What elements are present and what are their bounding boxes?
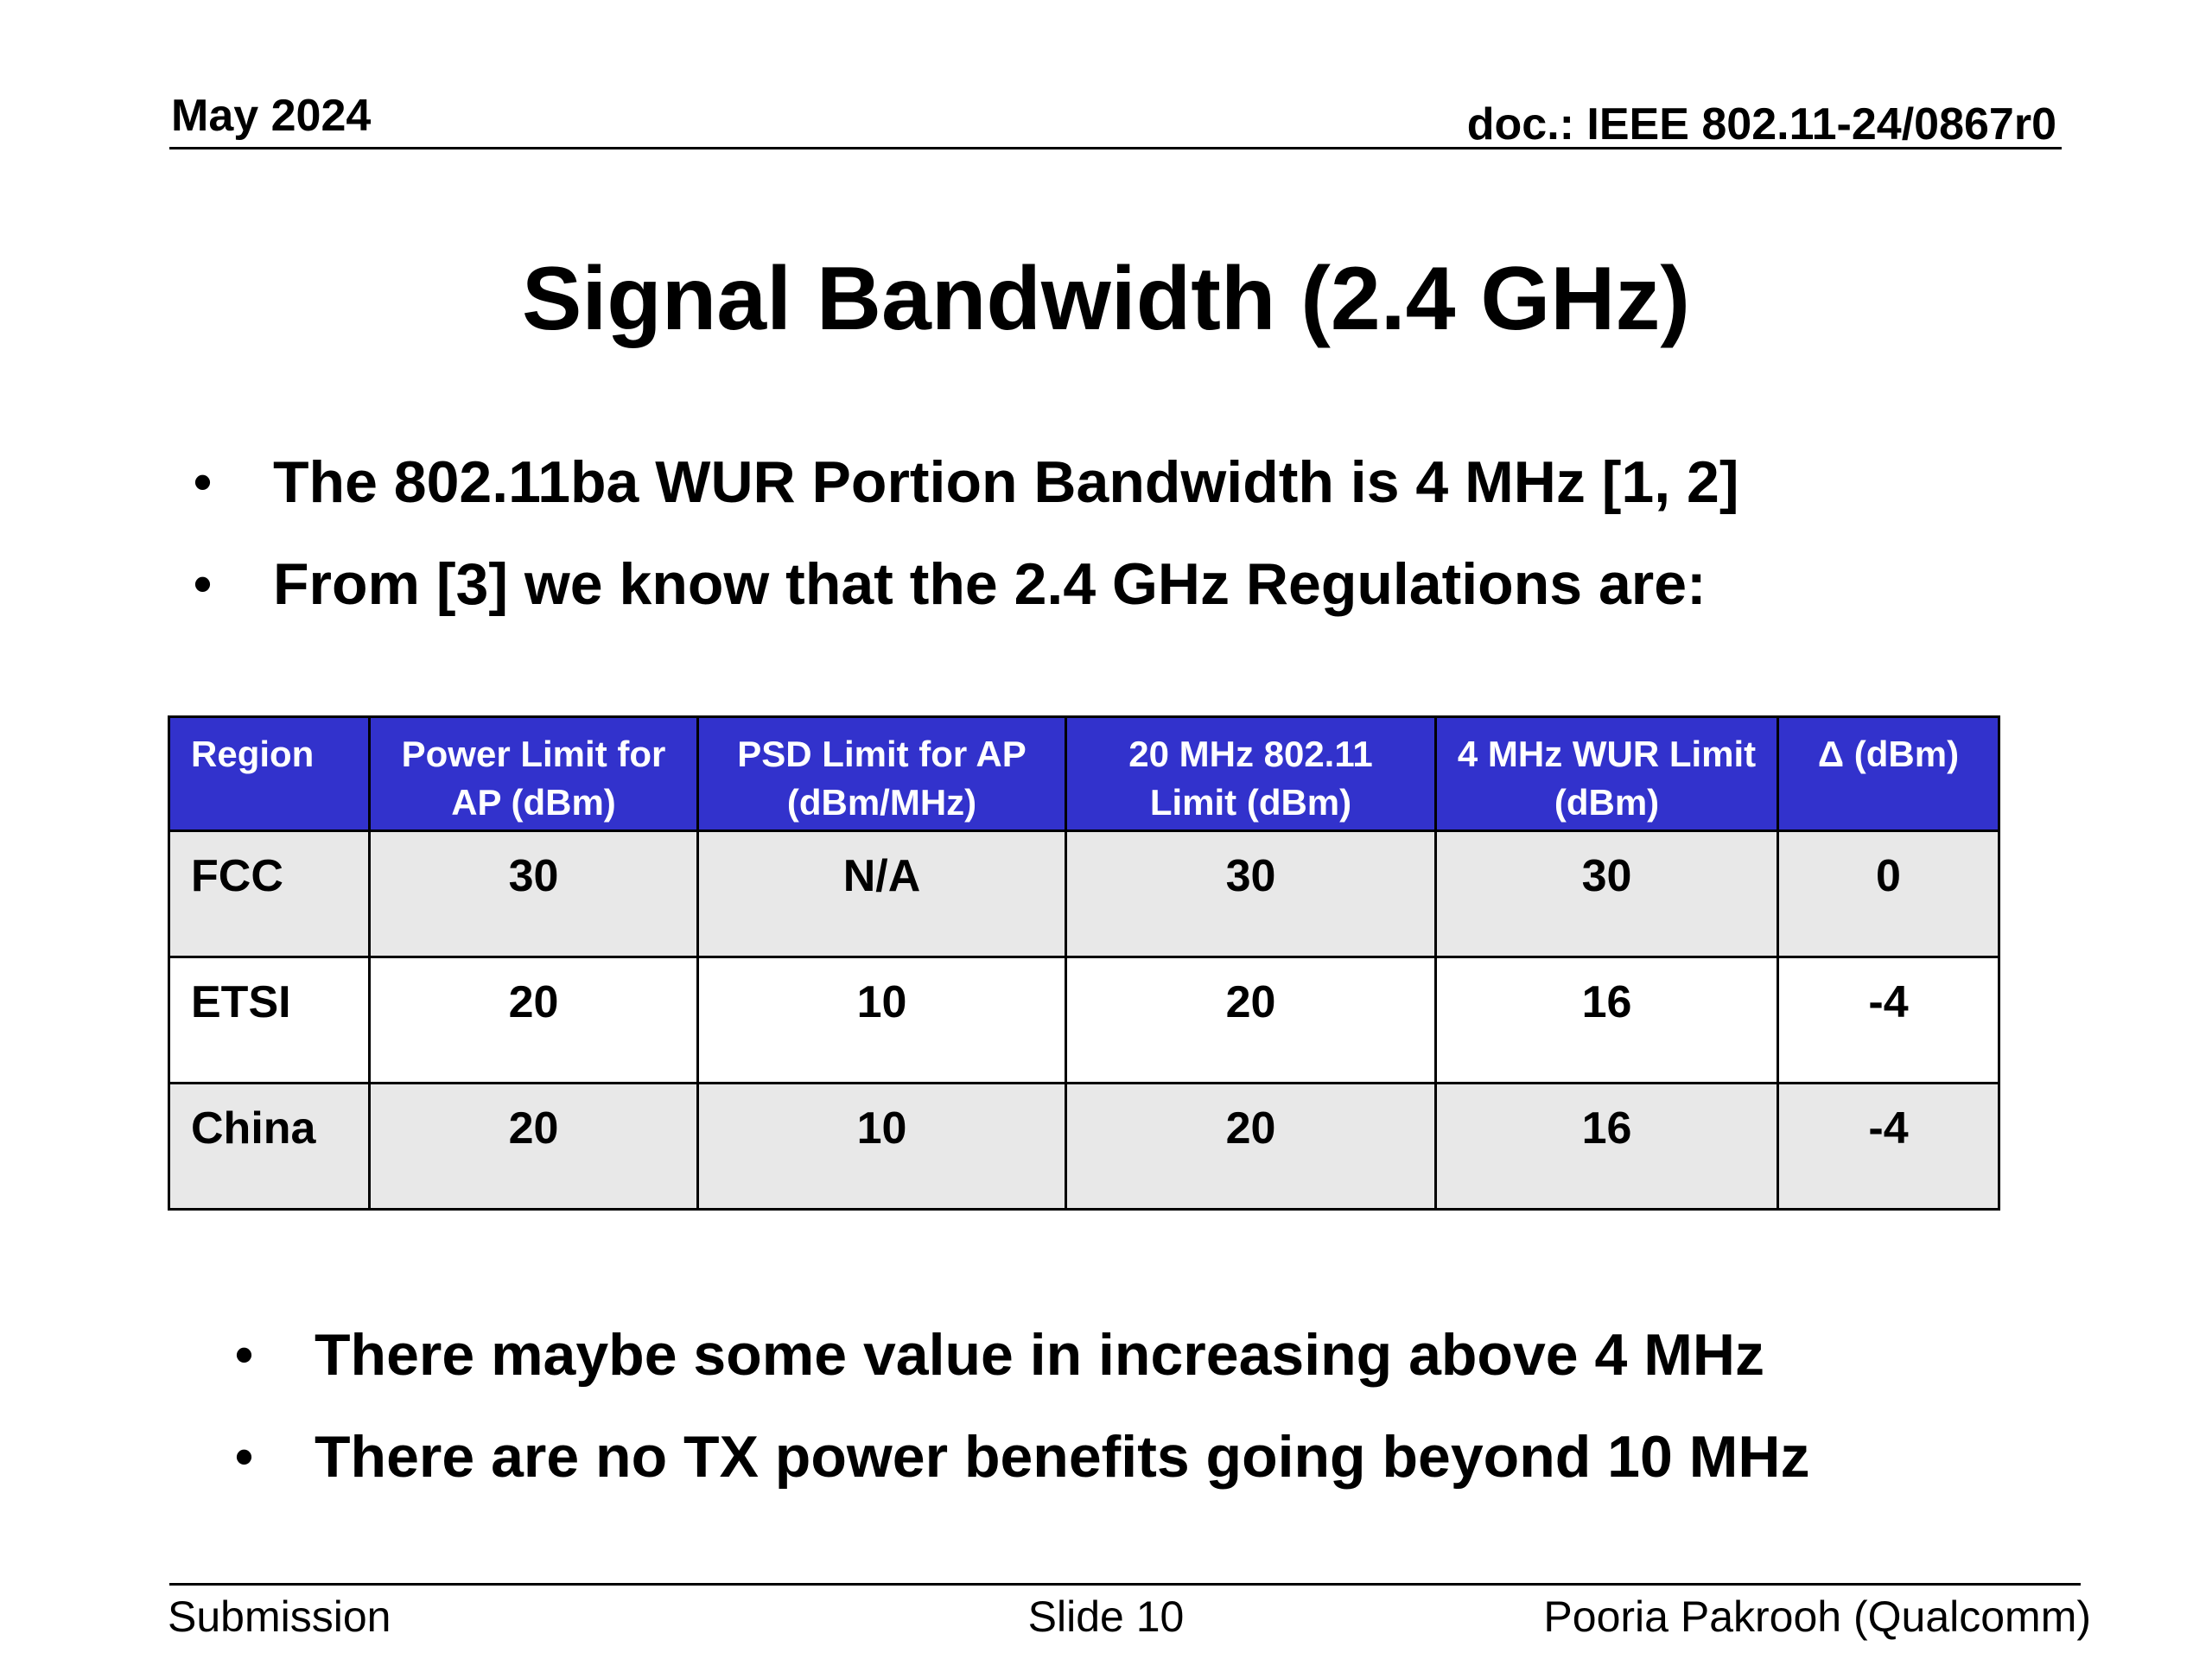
cell-delta: -4 <box>1777 1082 2000 1211</box>
cell-psd-limit: 10 <box>696 1082 1067 1211</box>
bullet-item: • The 802.11ba WUR Portion Bandwidth is … <box>194 448 1739 550</box>
cell-power-limit: 20 <box>368 1082 699 1211</box>
header-region: Region <box>168 715 371 832</box>
cell-region: China <box>168 1082 371 1211</box>
header-psd-limit: PSD Limit for AP (dBm/MHz) <box>696 715 1067 832</box>
bullet-list-top: • The 802.11ba WUR Portion Bandwidth is … <box>194 448 1739 652</box>
header-text: Region <box>191 734 315 774</box>
header-doc-id: doc.: IEEE 802.11-24/0867r0 <box>1466 99 2056 149</box>
cell-20mhz-limit: 20 <box>1065 956 1437 1084</box>
bullet-item: • There are no TX power benefits going b… <box>235 1422 1810 1524</box>
table-row: FCC 30 N/A 30 30 0 <box>168 830 2000 958</box>
header-text: Power Limit for <box>401 734 666 774</box>
bullet-text: From [3] we know that the 2.4 GHz Regula… <box>273 551 1707 617</box>
bullet-dot-icon: • <box>235 1427 254 1485</box>
bullet-dot-icon: • <box>235 1325 254 1383</box>
cell-delta: -4 <box>1777 956 2000 1084</box>
cell-4mhz-limit: 16 <box>1434 1082 1779 1211</box>
bullet-text: The 802.11ba WUR Portion Bandwidth is 4 … <box>273 449 1739 515</box>
cell-4mhz-limit: 30 <box>1434 830 1779 958</box>
cell-power-limit: 30 <box>368 830 699 958</box>
bullet-text: There are no TX power benefits going bey… <box>315 1424 1810 1490</box>
cell-20mhz-limit: 20 <box>1065 1082 1437 1211</box>
cell-region: FCC <box>168 830 371 958</box>
header-text: PSD Limit for AP <box>737 734 1027 774</box>
bullet-text: There maybe some value in increasing abo… <box>315 1322 1764 1388</box>
cell-4mhz-limit: 16 <box>1434 956 1779 1084</box>
footer-slide-number: Slide 10 <box>1027 1592 1185 1641</box>
cell-20mhz-limit: 30 <box>1065 830 1437 958</box>
header-text: Δ (dBm) <box>1817 734 1960 774</box>
header-4mhz-wur-limit: 4 MHz WUR Limit (dBm) <box>1434 715 1779 832</box>
table-row: ETSI 20 10 20 16 -4 <box>168 956 2000 1084</box>
footer-author: Pooria Pakrooh (Qualcomm) <box>1543 1592 2091 1641</box>
cell-power-limit: 20 <box>368 956 699 1084</box>
cell-psd-limit: 10 <box>696 956 1067 1084</box>
header-20mhz-limit: 20 MHz 802.11 Limit (dBm) <box>1065 715 1437 832</box>
header-text: Limit (dBm) <box>1149 782 1352 823</box>
table-row: China 20 10 20 16 -4 <box>168 1082 2000 1211</box>
header-date: May 2024 <box>171 91 372 141</box>
header-text: AP (dBm) <box>451 782 616 823</box>
footer-divider <box>169 1583 2081 1586</box>
bullet-list-bottom: • There maybe some value in increasing a… <box>235 1320 1810 1524</box>
cell-psd-limit: N/A <box>696 830 1067 958</box>
header-text: 20 MHz 802.11 <box>1128 734 1373 774</box>
table-header-row: Region Power Limit for AP (dBm) PSD Limi… <box>168 715 2000 832</box>
header-text: (dBm/MHz) <box>786 782 977 823</box>
cell-delta: 0 <box>1777 830 2000 958</box>
slide-title: Signal Bandwidth (2.4 GHz) <box>521 249 1691 349</box>
header-text: 4 MHz WUR Limit <box>1457 734 1757 774</box>
regulations-table: Region Power Limit for AP (dBm) PSD Limi… <box>168 715 2000 1211</box>
bullet-dot-icon: • <box>194 555 213 613</box>
header-text: (dBm) <box>1554 782 1660 823</box>
bullet-item: • There maybe some value in increasing a… <box>235 1320 1809 1422</box>
header-delta: Δ (dBm) <box>1777 715 2000 832</box>
bullet-item: • From [3] we know that the 2.4 GHz Regu… <box>194 550 1738 652</box>
header-power-limit: Power Limit for AP (dBm) <box>368 715 699 832</box>
bullet-dot-icon: • <box>194 453 213 511</box>
header-divider <box>169 147 2062 149</box>
footer-submission: Submission <box>168 1592 391 1641</box>
cell-region: ETSI <box>168 956 371 1084</box>
